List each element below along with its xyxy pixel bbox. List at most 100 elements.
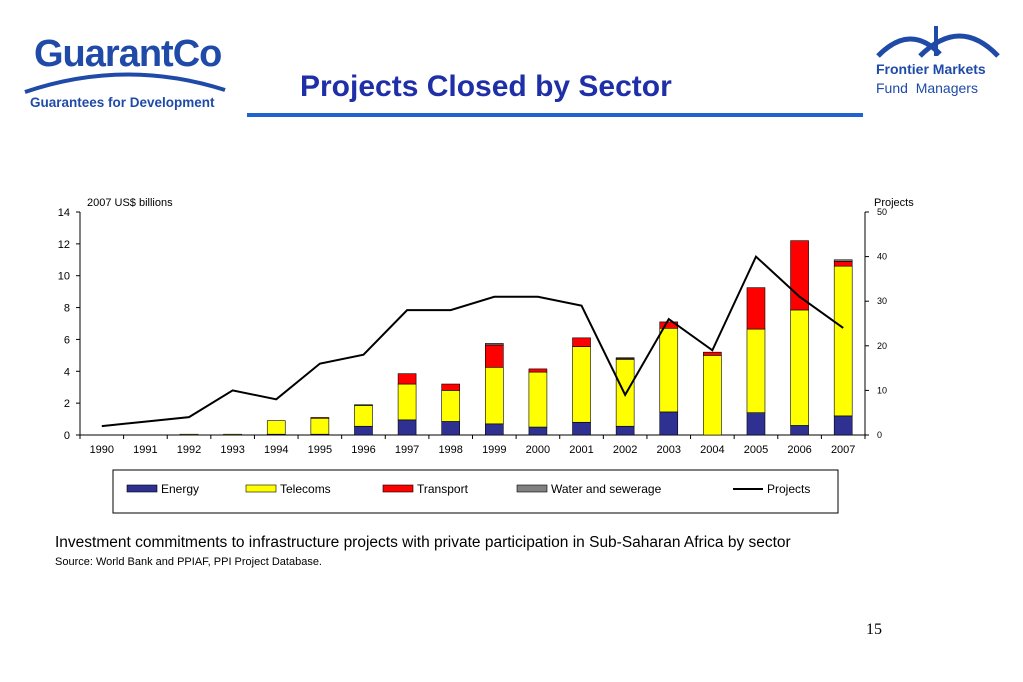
bar-telecoms-1992 [179, 433, 199, 436]
bar-energy-2007 [833, 415, 853, 436]
x-tick-label: 1994 [264, 444, 288, 456]
y-tick-label: 2 [64, 398, 70, 410]
legend-swatch-energy [126, 484, 158, 493]
bar-energy-1999 [485, 423, 504, 436]
bar-transport-1995 [310, 417, 330, 419]
legend-label-energy: Energy [161, 482, 199, 496]
bar-energy-2002 [615, 425, 635, 436]
x-tick-label: 1996 [351, 444, 375, 456]
bar-transport-1997 [397, 373, 417, 385]
y2-tick-label: 50 [877, 207, 887, 217]
legend: Energy Telecoms Transport Water and sewerag… [112, 469, 839, 514]
bar-energy-2003 [659, 411, 679, 436]
x-tick-label: 2002 [613, 444, 637, 456]
x-tick-label: 1998 [438, 444, 462, 456]
bar-transport-1998 [441, 383, 460, 391]
bar-telecoms-2006 [790, 309, 809, 426]
x-tick-label: 1993 [220, 444, 244, 456]
y2-tick-label: 40 [877, 252, 887, 262]
y-axis-label: 2007 US$ billions [87, 197, 173, 209]
bar-energy-2005 [746, 412, 766, 436]
x-tick-label: 1992 [177, 444, 201, 456]
bar-transport-2000 [528, 368, 548, 373]
bar-telecoms-1999 [485, 367, 504, 425]
x-tick-label: 1995 [308, 444, 332, 456]
guarantco-logo-wordmark: GuarantCo [34, 33, 221, 75]
x-tick-label: 2001 [569, 444, 593, 456]
bar-energy-2000 [528, 426, 548, 436]
bar-energy-1997 [397, 419, 417, 436]
bar-energy-1998 [441, 421, 460, 436]
y2-axis-label: Projects [874, 197, 914, 209]
bar-telecoms-1996 [354, 405, 373, 427]
bar-transport-1999 [485, 344, 504, 368]
frontier-logo-line2: Fund Managers [876, 80, 978, 96]
bar-telecoms-2005 [746, 328, 766, 414]
legend-box [112, 469, 839, 514]
legend-swatch-transport [382, 484, 414, 493]
x-tick-label: 1990 [90, 444, 114, 456]
bar-transport-2006 [790, 240, 809, 311]
y2-tick-label: 10 [877, 385, 887, 395]
bars [179, 240, 853, 436]
x-tick-label: 2007 [831, 444, 855, 456]
slide-title: Projects Closed by Sector [300, 70, 672, 103]
bar-energy-2006 [790, 425, 809, 436]
frontier-logo-line1: Frontier Markets [876, 61, 986, 77]
bar-water-and-sewerage-1999 [485, 343, 504, 346]
x-tick-label: 1997 [395, 444, 419, 456]
x-tick-label: 1991 [133, 444, 157, 456]
y-tick-label: 4 [64, 366, 70, 378]
legend-label-projects: Projects [767, 482, 810, 496]
projects-line-layer [101, 254, 844, 428]
bar-telecoms-2007 [833, 265, 853, 417]
bar-telecoms-2004 [703, 355, 722, 436]
bar-telecoms-2000 [528, 371, 548, 428]
bar-transport-2004 [703, 351, 722, 356]
guarantco-logo-tagline: Guarantees for Development [30, 95, 215, 110]
legend-label-water-and-sewerage: Water and sewerage [551, 482, 662, 496]
x-tick-label: 2005 [744, 444, 768, 456]
bar-transport-2007 [833, 261, 853, 267]
y-tick-label: 8 [64, 303, 70, 315]
x-tick-label: 1999 [482, 444, 506, 456]
bar-energy-1996 [354, 425, 373, 436]
bar-transport-2001 [572, 337, 591, 347]
legend-label-telecoms: Telecoms [280, 482, 331, 496]
y-tick-label: 0 [64, 430, 70, 442]
legend-label-transport: Transport [417, 482, 469, 496]
bar-telecoms-1995 [310, 417, 330, 435]
x-tick-label: 2006 [787, 444, 811, 456]
y2-tick-label: 30 [877, 296, 887, 306]
bar-water-and-sewerage-2007 [833, 259, 853, 262]
page-number: 15 [866, 621, 882, 638]
y2-tick-label: 0 [877, 430, 882, 440]
bar-telecoms-2001 [572, 346, 591, 423]
y-tick-label: 12 [58, 239, 70, 251]
x-tick-label: 2003 [657, 444, 681, 456]
x-tick-label: 2000 [526, 444, 550, 456]
guarantco-logo: GuarantCo Guarantees for Development [20, 20, 235, 115]
bar-telecoms-1998 [441, 390, 460, 422]
bar-energy-2001 [572, 421, 591, 436]
chart-caption: Investment commitments to infrastructure… [55, 534, 791, 551]
title-underline [247, 113, 863, 117]
y-tick-label: 14 [58, 207, 70, 219]
y2-tick-label: 20 [877, 341, 887, 351]
x-tick-label: 2004 [700, 444, 724, 456]
y-tick-label: 10 [58, 271, 70, 283]
bar-water-and-sewerage-2002 [615, 357, 635, 359]
bar-telecoms-1994 [266, 420, 286, 435]
bar-water-and-sewerage-1996 [354, 404, 373, 406]
source-note: Source: World Bank and PPIAF, PPI Projec… [55, 556, 322, 568]
bar-telecoms-1997 [397, 383, 417, 421]
bar-telecoms-2003 [659, 327, 679, 413]
legend-swatch-water-and-sewerage [516, 484, 548, 493]
axes: 0 2 4 6 8 10 12 14 0 10 20 30 40 50 1990 1991 1992 1993 19… [58, 207, 887, 456]
frontier-markets-logo: Frontier Markets Fund Managers [870, 18, 1010, 100]
projects-line [101, 254, 844, 428]
bar-transport-2005 [746, 287, 766, 330]
bar-telecoms-1993 [223, 433, 242, 436]
y-tick-label: 6 [64, 334, 70, 346]
